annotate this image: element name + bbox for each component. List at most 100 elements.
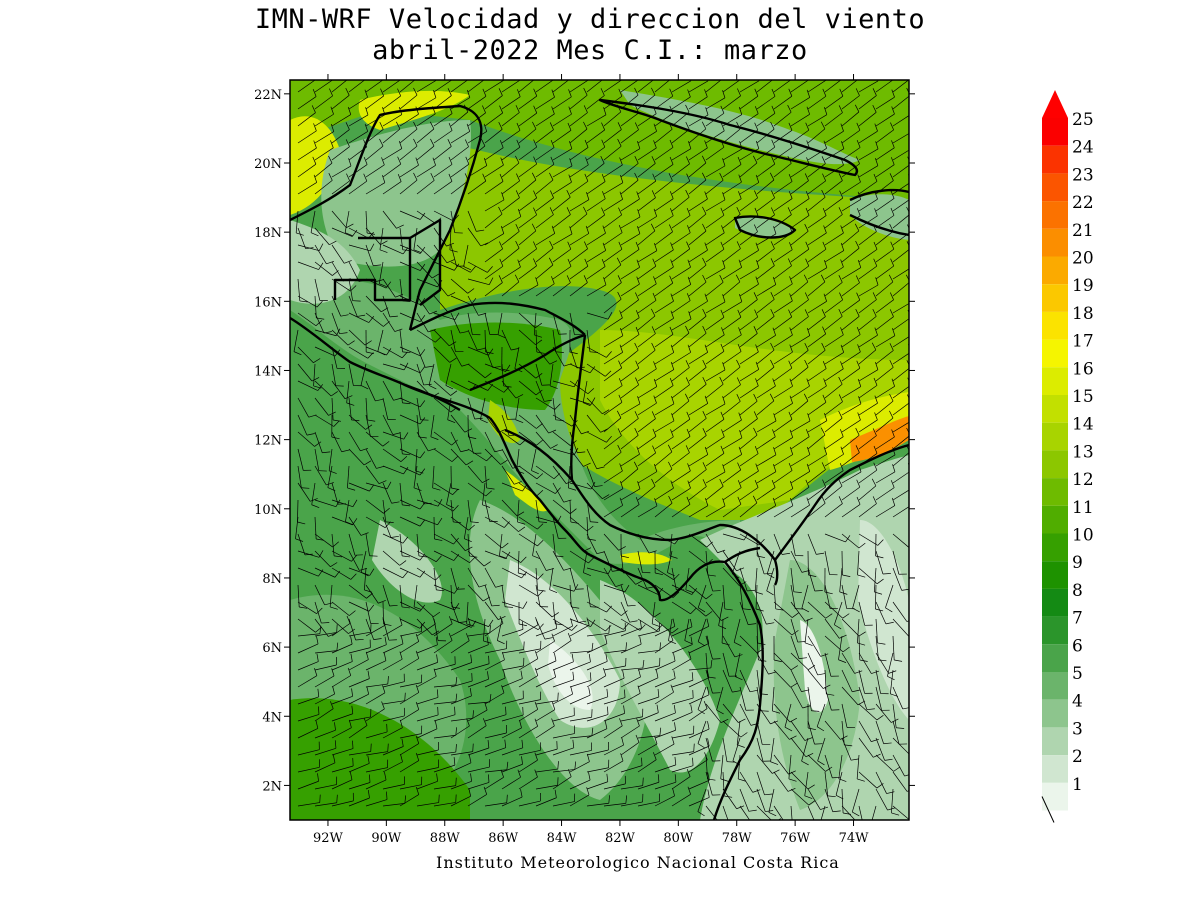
- wind-barb-flag: [549, 385, 558, 389]
- wind-barb-shaft: [348, 516, 362, 536]
- wind-barb-flag: [500, 769, 504, 778]
- wind-barb-shaft: [552, 618, 572, 631]
- wind-barb-shaft: [450, 717, 473, 722]
- wind-barb-flag: [659, 727, 662, 736]
- wind-barb-shaft: [892, 533, 909, 548]
- wind-barb-shaft: [705, 179, 724, 195]
- wind-barb-shaft: [858, 316, 877, 331]
- wind-barb-shaft: [654, 691, 674, 705]
- wind-barb-shaft: [484, 601, 499, 620]
- wind-barb-flag: [755, 242, 759, 251]
- wind-barb-flag: [805, 241, 810, 250]
- wind-barb-shaft: [348, 329, 366, 346]
- wind-barb-shaft: [824, 453, 844, 467]
- wind-barb-flag: [804, 737, 813, 741]
- wind-barb-shaft: [297, 633, 320, 637]
- wind-barb-flag: [451, 456, 459, 462]
- wind-barb-shaft: [790, 635, 800, 659]
- wind-barb-flag: [469, 687, 472, 696]
- wind-barb-flag: [686, 769, 691, 777]
- wind-barb-shaft: [399, 533, 403, 556]
- wind-barb-flag: [687, 480, 691, 489]
- wind-barb-shaft: [705, 737, 713, 762]
- wind-barb-shaft: [807, 215, 827, 229]
- wind-barb-shaft: [892, 282, 909, 297]
- wind-barb-flag: [804, 292, 809, 300]
- wind-barb-flag: [772, 497, 777, 506]
- wind-barb-flag: [381, 701, 385, 710]
- wind-barb-shaft: [637, 230, 656, 246]
- wind-barb-flag: [419, 417, 426, 425]
- wind-barb-shaft: [603, 145, 622, 161]
- wind-barb-shaft: [518, 179, 537, 195]
- wind-barb-flag: [686, 411, 691, 420]
- wind-barb-flag: [431, 273, 440, 279]
- wind-barb-flag: [858, 542, 866, 549]
- wind-barb-flag: [310, 498, 318, 502]
- wind-barb-flag: [312, 156, 317, 165]
- wind-barb-flag: [889, 223, 894, 232]
- wind-barb-shaft: [688, 486, 707, 501]
- wind-barb-flag: [731, 828, 739, 829]
- wind-barb-shaft: [688, 213, 707, 229]
- wind-barb-flag: [586, 787, 590, 796]
- wind-barb-flag: [740, 732, 748, 738]
- wind-barb-flag: [402, 536, 409, 544]
- wind-barb-shaft: [433, 261, 455, 271]
- wind-barb-shaft: [552, 431, 571, 446]
- wind-barb-shaft: [824, 401, 843, 416]
- wind-barb-flag: [330, 140, 334, 148]
- wind-barb-flag: [872, 104, 877, 113]
- wind-barb-flag: [873, 173, 878, 182]
- wind-barb-flag: [819, 829, 826, 833]
- wind-barb-flag: [702, 325, 707, 334]
- wind-barb-shaft: [467, 766, 490, 773]
- wind-barb-shaft: [722, 334, 742, 348]
- wind-barb-shaft: [873, 567, 877, 592]
- wind-barb-flag: [822, 88, 827, 97]
- wind-barb-flag: [346, 402, 355, 406]
- wind-barb-flag: [480, 242, 489, 247]
- wind-barb-shaft: [348, 131, 368, 144]
- wind-barb-flag: [363, 717, 368, 726]
- wind-barb-shaft: [773, 488, 794, 501]
- wind-barb-flag: [350, 653, 353, 662]
- wind-barb-shaft: [450, 261, 471, 273]
- wind-barb-shaft: [484, 623, 504, 637]
- wind-barb-shaft: [858, 148, 879, 161]
- wind-barb-shaft: [654, 795, 675, 807]
- wind-barb-flag: [535, 389, 543, 396]
- wind-barb-flag: [584, 173, 589, 182]
- wind-barb-flag: [670, 361, 675, 370]
- wind-barb-flag: [413, 172, 418, 181]
- wind-barb-shaft: [807, 635, 821, 657]
- wind-barb-shaft: [314, 329, 337, 337]
- colorbar-label: 6: [1072, 636, 1083, 656]
- wind-barb-shaft: [739, 584, 744, 609]
- wind-barb-shaft: [688, 264, 707, 280]
- wind-barb-shaft: [416, 329, 436, 343]
- wind-barb-flag: [369, 243, 375, 251]
- wind-barb-flag: [686, 173, 691, 182]
- wind-barb-flag: [608, 795, 610, 804]
- wind-barb-shaft: [858, 165, 879, 178]
- wind-barb-flag: [367, 790, 370, 799]
- wind-barb-flag: [588, 653, 591, 662]
- wind-barb-shaft: [297, 550, 320, 558]
- wind-barb-flag: [633, 461, 639, 470]
- wind-barb-flag: [637, 226, 641, 234]
- wind-barb-shaft: [603, 367, 622, 382]
- wind-barb-shaft: [365, 779, 387, 790]
- wind-barb-shaft: [552, 715, 575, 722]
- wind-barb-flag: [697, 811, 705, 817]
- wind-barb-flag: [822, 479, 827, 488]
- wind-barb-shaft: [841, 163, 860, 178]
- colorbar-swatch: [1042, 727, 1068, 756]
- wind-barb-shaft: [329, 584, 333, 607]
- wind-barb-shaft: [467, 261, 488, 273]
- wind-barb-shaft: [858, 215, 878, 229]
- wind-barb-shaft: [654, 502, 673, 518]
- wind-barb-shaft: [586, 533, 598, 554]
- wind-barb-shaft: [705, 471, 726, 484]
- wind-barb-shaft: [586, 482, 603, 499]
